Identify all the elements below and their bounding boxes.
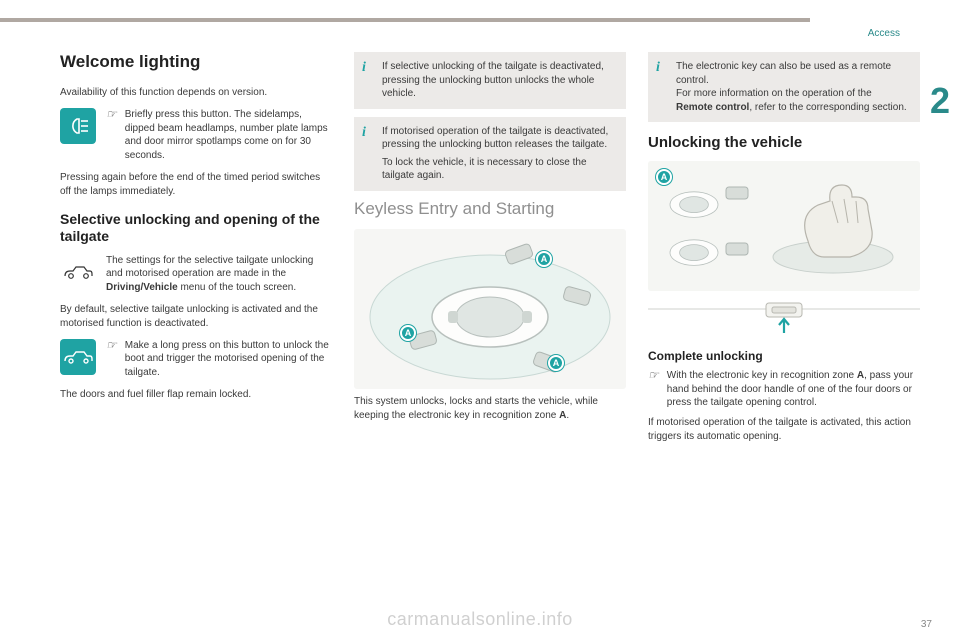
info-motorised-text-1: If motorised operation of the tailgate i… [382, 125, 616, 152]
complete-unlocking-title: Complete unlocking [648, 349, 920, 363]
info-selective-unlock: i If selective unlocking of the tailgate… [354, 52, 626, 109]
pressing-again-text: Pressing again before the end of the tim… [60, 171, 332, 199]
page-content: Welcome lighting Availability of this fu… [60, 52, 920, 450]
keyless-figure: A A A [354, 229, 626, 389]
motorised-opening-text: If motorised operation of the tailgate i… [648, 416, 920, 444]
car-outline-icon [60, 254, 96, 290]
column-3: i The electronic key can also be used as… [648, 52, 920, 450]
tailgate-control-figure [648, 297, 920, 339]
selective-unlock-title: Selective unlocking and opening of the t… [60, 211, 332, 246]
brief-press-bullet: ☞ Briefly press this button. The sidelam… [106, 108, 332, 163]
long-press-text: Make a long press on this button to unlo… [125, 339, 332, 380]
top-rule [0, 18, 810, 22]
chapter-number: 2 [926, 80, 954, 122]
zone-marker-a: A [656, 169, 672, 185]
info-motorised-text-2: To lock the vehicle, it is necessary to … [382, 156, 616, 183]
unlocking-figure: A [648, 161, 920, 291]
column-1: Welcome lighting Availability of this fu… [60, 52, 332, 450]
bullet-mark-icon: ☞ [648, 369, 659, 381]
default-text: By default, selective tailgate unlocking… [60, 303, 332, 331]
info-icon: i [362, 125, 374, 183]
car-boot-icon [60, 339, 96, 375]
page-number: 37 [921, 619, 932, 630]
brief-press-row: ☞ Briefly press this button. The sidelam… [60, 108, 332, 163]
bullet-mark-icon: ☞ [106, 339, 117, 351]
info-selective-text: If selective unlocking of the tailgate i… [382, 60, 616, 101]
unlocking-title: Unlocking the vehicle [648, 134, 920, 153]
info-icon: i [362, 60, 374, 101]
brief-press-text: Briefly press this button. The sidelamps… [125, 108, 332, 163]
info-remote: i The electronic key can also be used as… [648, 52, 920, 122]
keyless-title: Keyless Entry and Starting [354, 199, 626, 219]
watermark: carmanualsonline.info [0, 609, 960, 630]
column-2: i If selective unlocking of the tailgate… [354, 52, 626, 450]
zone-marker-a: A [400, 325, 416, 341]
welcome-lighting-title: Welcome lighting [60, 52, 332, 72]
settings-text: The settings for the selective tailgate … [106, 254, 332, 295]
doors-locked-text: The doors and fuel filler flap remain lo… [60, 388, 332, 402]
long-press-bullet: ☞ Make a long press on this button to un… [106, 339, 332, 380]
info-icon: i [656, 60, 668, 114]
long-press-row: ☞ Make a long press on this button to un… [60, 339, 332, 380]
zone-marker-a: A [548, 355, 564, 371]
info-remote-text: The electronic key can also be used as a… [676, 60, 910, 114]
headlamp-icon [60, 108, 96, 144]
zone-marker-a: A [536, 251, 552, 267]
bullet-mark-icon: ☞ [106, 108, 117, 120]
settings-row: The settings for the selective tailgate … [60, 254, 332, 295]
keyless-desc: This system unlocks, locks and starts th… [354, 395, 626, 423]
info-motorised: i If motorised operation of the tailgate… [354, 117, 626, 191]
section-label: Access [868, 28, 900, 39]
availability-text: Availability of this function depends on… [60, 86, 332, 100]
complete-unlock-text: With the electronic key in recognition z… [667, 369, 920, 410]
complete-unlock-bullet: ☞ With the electronic key in recognition… [648, 369, 920, 410]
